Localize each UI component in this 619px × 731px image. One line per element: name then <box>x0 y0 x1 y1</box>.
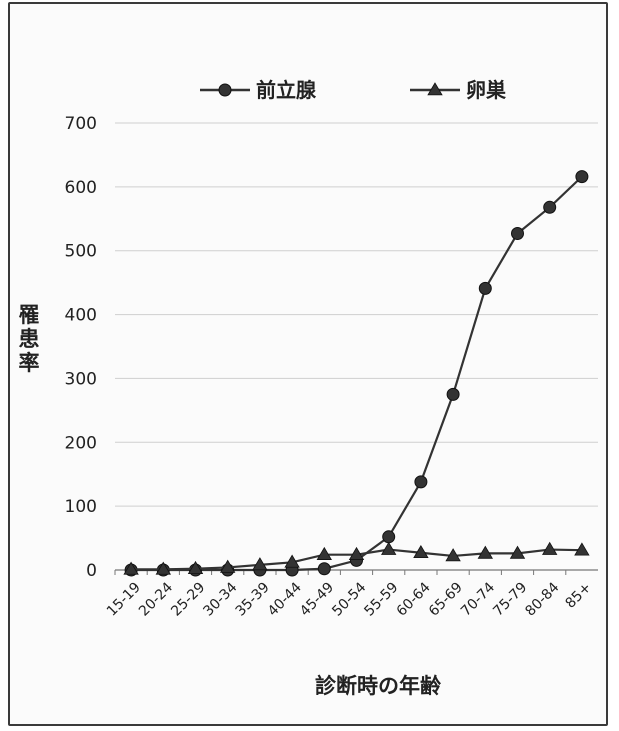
triangle-point <box>427 82 443 96</box>
x-tick-label: 50-54 <box>329 579 369 619</box>
circle-point <box>382 530 396 544</box>
y-axis-ticks: 0 100 200 300 400 500 600 700 <box>65 114 97 581</box>
y-tick-label: 0 <box>86 561 97 581</box>
x-tick-label: 30-34 <box>200 579 240 619</box>
x-tick-label: 20-24 <box>136 579 176 619</box>
triangle-point <box>155 561 171 575</box>
triangle-point <box>284 554 300 568</box>
triangle-point <box>220 559 236 573</box>
series-1 <box>124 170 589 577</box>
x-axis-ticks: 15-1920-2425-2930-3435-3940-4445-4950-54… <box>104 570 595 620</box>
y-tick-label: 200 <box>65 433 97 453</box>
y-axis-title-char: 率 <box>19 351 40 375</box>
triangle-point <box>574 542 590 556</box>
y-tick-label: 400 <box>65 306 97 326</box>
triangle-point <box>445 548 461 562</box>
triangle-point <box>187 560 204 575</box>
series-2 <box>123 541 590 575</box>
x-tick-label: 35-39 <box>233 580 273 620</box>
x-axis-title: 診断時の年齢 <box>315 674 442 698</box>
circle-point <box>478 281 492 295</box>
legend: 前立腺 卵巣 <box>200 78 507 102</box>
triangle-point <box>509 545 526 559</box>
triangle-point <box>477 545 493 559</box>
gridlines <box>115 122 598 571</box>
legend-label: 卵巣 <box>466 78 507 102</box>
series-layer <box>123 170 590 577</box>
y-axis-title-char: 患 <box>19 327 40 351</box>
y-axis-title: 罹患率 <box>19 303 40 375</box>
triangle-point <box>381 541 397 555</box>
x-tick-label: 40-44 <box>265 579 305 619</box>
triangle-point <box>123 561 139 575</box>
circle-point <box>511 226 524 240</box>
triangle-point <box>348 546 365 560</box>
x-tick-label: 25-29 <box>168 580 208 620</box>
circle-point <box>414 475 428 489</box>
y-tick-label: 300 <box>65 369 97 389</box>
circle-point <box>317 562 331 576</box>
x-tick-label: 85+ <box>563 580 595 612</box>
y-tick-label: 100 <box>65 497 97 517</box>
x-tick-label: 60-64 <box>394 579 434 619</box>
x-tick-label: 80-84 <box>522 579 562 619</box>
x-tick-label: 15-19 <box>104 580 144 620</box>
x-tick-label: 75-79 <box>490 580 530 620</box>
circle-point <box>446 387 460 401</box>
y-tick-label: 600 <box>65 178 97 198</box>
triangle-point <box>542 541 558 555</box>
y-tick-label: 500 <box>65 242 97 262</box>
y-axis-title-char: 罹 <box>19 303 40 327</box>
triangle-point <box>252 557 268 571</box>
triangle-point <box>413 544 429 559</box>
x-tick-label: 65-69 <box>426 580 466 620</box>
circle-point <box>543 200 557 214</box>
y-tick-label: 700 <box>65 114 97 134</box>
circle-point <box>575 170 589 184</box>
triangle-point <box>316 546 332 560</box>
x-tick-label: 70-74 <box>458 579 498 619</box>
x-tick-label: 55-59 <box>361 580 401 620</box>
circle-point <box>218 83 232 97</box>
x-tick-label: 45-49 <box>297 580 337 620</box>
legend-label: 前立腺 <box>256 78 317 102</box>
